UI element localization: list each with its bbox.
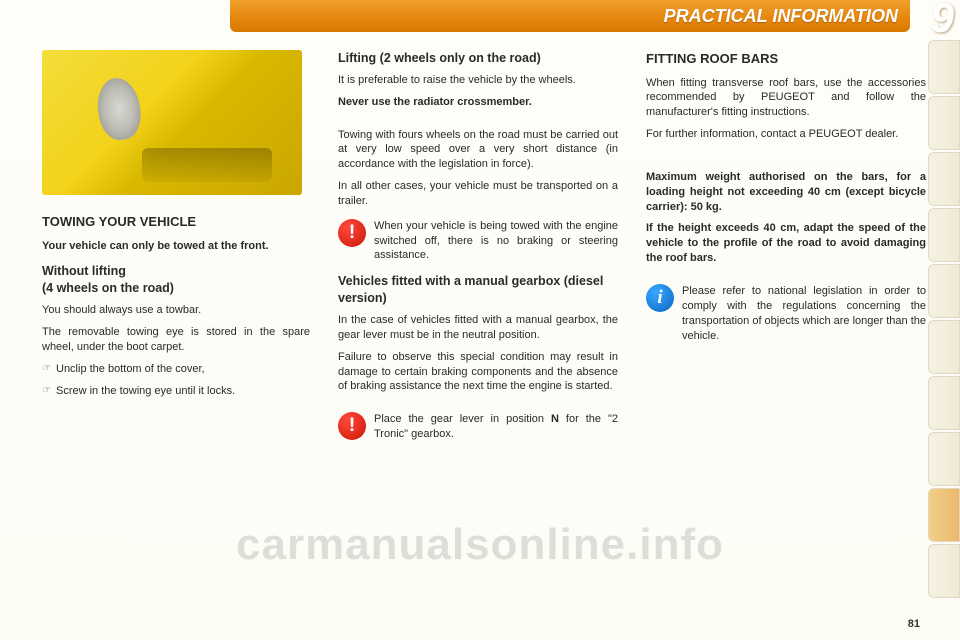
warning-icon: ! bbox=[338, 219, 366, 247]
warning-text-1: When your vehicle is being towed with th… bbox=[374, 219, 618, 264]
side-tabs bbox=[928, 40, 960, 600]
text-trailer: In all other cases, your vehicle must be… bbox=[338, 179, 618, 209]
text-max-weight: Maximum weight authorised on the bars, f… bbox=[646, 170, 926, 215]
column-1: TOWING YOUR VEHICLE Your vehicle can onl… bbox=[42, 50, 310, 452]
side-tab[interactable] bbox=[928, 208, 960, 262]
text-removable-eye: The removable towing eye is stored in th… bbox=[42, 325, 310, 355]
text-towbar: You should always use a towbar. bbox=[42, 303, 310, 318]
text-when-fitting: When fitting transverse roof bars, use t… bbox=[646, 76, 926, 121]
warning-box-1: ! When your vehicle is being towed with … bbox=[338, 219, 618, 264]
heading-without-lifting: Without lifting (4 wheels on the road) bbox=[42, 263, 310, 297]
heading-line1: Without lifting bbox=[42, 264, 126, 278]
text-never-radiator: Never use the radiator crossmember. bbox=[338, 95, 618, 110]
text-further-info: For further information, contact a PEUGE… bbox=[646, 127, 926, 142]
info-text: Please refer to national legislation in … bbox=[682, 284, 926, 343]
warning-box-2: ! Place the gear lever in position N for… bbox=[338, 412, 618, 442]
side-tab[interactable] bbox=[928, 96, 960, 150]
side-tab[interactable] bbox=[928, 264, 960, 318]
text-height-exceeds: If the height exceeds 40 cm, adapt the s… bbox=[646, 221, 926, 266]
bullet-unclip: Unclip the bottom of the cover, bbox=[42, 362, 310, 377]
page-number: 81 bbox=[908, 618, 920, 630]
info-box: i Please refer to national legislation i… bbox=[646, 284, 926, 343]
warning-text-2: Place the gear lever in position N for t… bbox=[374, 412, 618, 442]
manual-page: PRACTICAL INFORMATION 9 TOWING YOUR VEHI… bbox=[0, 0, 960, 640]
heading-lifting: Lifting (2 wheels only on the road) bbox=[338, 50, 618, 67]
heading-roof-bars: FITTING ROOF BARS bbox=[646, 50, 926, 68]
info-icon: i bbox=[646, 284, 674, 312]
column-3: FITTING ROOF BARS When fitting transvers… bbox=[646, 50, 926, 452]
side-tab[interactable] bbox=[928, 320, 960, 374]
side-tab[interactable] bbox=[928, 544, 960, 598]
side-tab[interactable] bbox=[928, 152, 960, 206]
chapter-number: 9 bbox=[931, 0, 954, 42]
bullet-screw: Screw in the towing eye until it locks. bbox=[42, 384, 310, 399]
towing-eye-photo bbox=[42, 50, 302, 195]
text-failure: Failure to observe this special conditio… bbox=[338, 350, 618, 395]
warn2-b: N bbox=[551, 413, 559, 425]
heading-manual-gearbox: Vehicles fitted with a manual gearbox (d… bbox=[338, 273, 618, 307]
side-tab[interactable] bbox=[928, 40, 960, 94]
text-four-wheels: Towing with fours wheels on the road mus… bbox=[338, 128, 618, 173]
warning-icon: ! bbox=[338, 412, 366, 440]
header-title: PRACTICAL INFORMATION bbox=[664, 6, 898, 27]
warn2-a: Place the gear lever in position bbox=[374, 413, 551, 425]
heading-towing: TOWING YOUR VEHICLE bbox=[42, 213, 310, 231]
heading-line2: (4 wheels on the road) bbox=[42, 281, 174, 295]
text-preferable: It is preferable to raise the vehicle by… bbox=[338, 73, 618, 88]
column-2: Lifting (2 wheels only on the road) It i… bbox=[338, 50, 618, 452]
side-tab[interactable] bbox=[928, 432, 960, 486]
side-tab[interactable] bbox=[928, 376, 960, 430]
watermark-text: carmanualsonline.info bbox=[0, 520, 960, 570]
side-tab-active[interactable] bbox=[928, 488, 960, 542]
header-bar: PRACTICAL INFORMATION bbox=[230, 0, 910, 32]
text-front-only: Your vehicle can only be towed at the fr… bbox=[42, 239, 310, 254]
content-columns: TOWING YOUR VEHICLE Your vehicle can onl… bbox=[42, 50, 912, 452]
text-neutral: In the case of vehicles fitted with a ma… bbox=[338, 313, 618, 343]
